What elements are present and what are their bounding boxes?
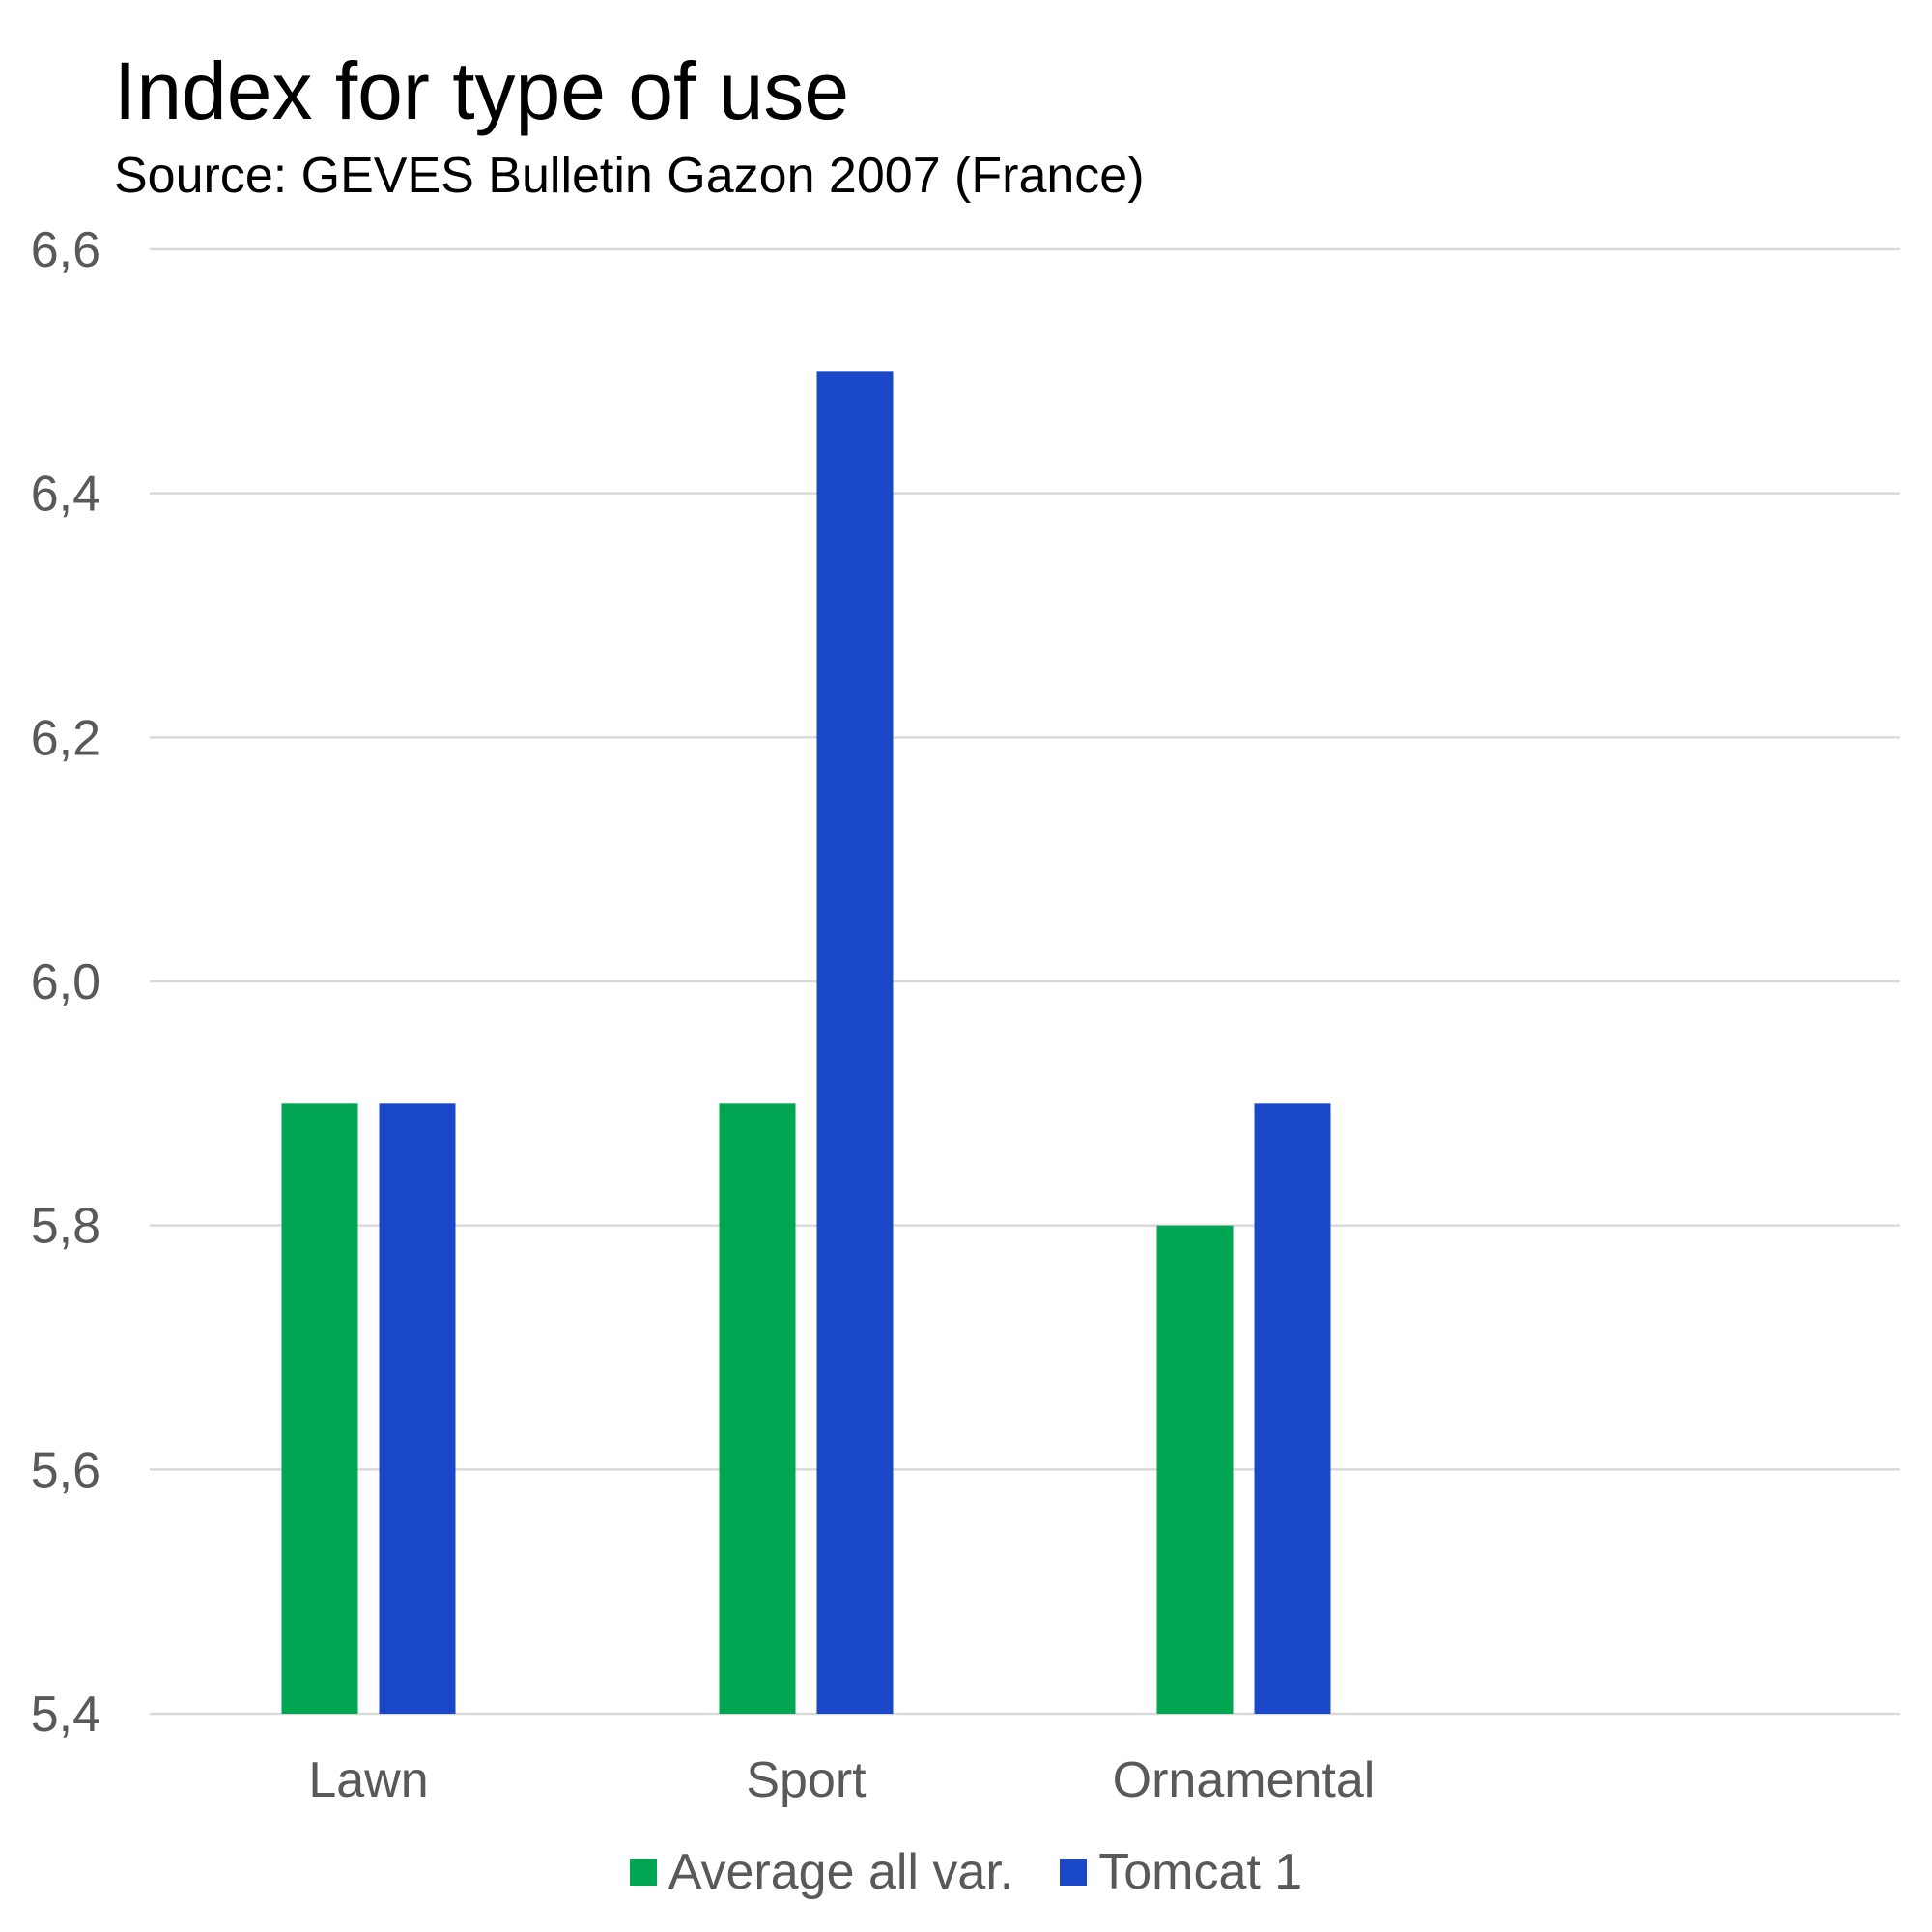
chart-subtitle: Source: GEVES Bulletin Gazon 2007 (Franc… <box>114 148 1145 204</box>
y-tick-label: 5,4 <box>31 1687 100 1743</box>
y-tick-label: 5,6 <box>31 1442 100 1498</box>
x-tick-label: Lawn <box>308 1752 428 1808</box>
y-tick-label: 6,2 <box>31 710 100 766</box>
legend-label-tomcat: Tomcat 1 <box>1098 1844 1303 1900</box>
chart-title: Index for type of use <box>114 45 850 136</box>
x-tick-label: Sport <box>746 1752 867 1808</box>
legend-label-average: Average all var. <box>668 1844 1014 1900</box>
bar <box>816 371 894 1714</box>
y-tick-label: 6,6 <box>31 222 100 278</box>
bar <box>719 1103 796 1714</box>
x-axis-ticks: Lawn Sport Ornamental <box>308 1752 1375 1808</box>
bar <box>1254 1103 1331 1714</box>
y-axis-ticks: 5,4 5,6 5,8 6,0 6,2 6,4 6,6 <box>31 222 100 1743</box>
legend-swatch-average <box>629 1859 657 1886</box>
y-tick-label: 6,0 <box>31 954 100 1010</box>
bar <box>281 1103 358 1714</box>
bar <box>379 1103 456 1714</box>
legend: Average all var. Tomcat 1 <box>0 1847 1932 1897</box>
legend-item-tomcat: Tomcat 1 <box>1060 1847 1302 1897</box>
legend-swatch-tomcat <box>1060 1859 1088 1886</box>
bar <box>1156 1225 1234 1714</box>
y-tick-label: 6,4 <box>31 467 100 523</box>
legend-item-average: Average all var. <box>629 1844 1014 1900</box>
x-tick-label: Ornamental <box>1113 1752 1376 1808</box>
y-tick-label: 5,8 <box>31 1199 100 1255</box>
bars <box>281 371 1331 1714</box>
